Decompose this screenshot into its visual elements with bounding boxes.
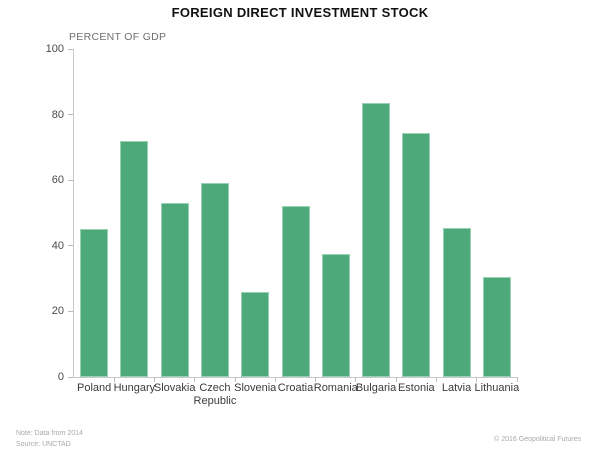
x-axis-category-label: Poland xyxy=(77,382,112,394)
x-axis-tick xyxy=(154,377,156,382)
bar-croatia xyxy=(281,206,310,377)
y-axis-tick-label: 0 xyxy=(57,371,64,383)
x-axis-tick xyxy=(435,377,437,382)
y-axis-title: PERCENT OF GDP xyxy=(69,31,167,43)
x-axis-category-label: Latvia xyxy=(441,382,472,394)
y-axis-tick xyxy=(68,376,73,378)
bar-hungary xyxy=(120,140,149,377)
note-line: Note: Data from 2014 xyxy=(16,430,83,437)
y-axis-tick xyxy=(68,114,73,116)
y-axis-tick xyxy=(68,48,73,50)
bar-bulgaria xyxy=(362,103,391,377)
y-axis-tick-label: 40 xyxy=(51,239,64,252)
y-axis-tick-label: 80 xyxy=(51,108,64,121)
x-axis-tick xyxy=(315,377,317,382)
x-axis-category-label: Slovenia xyxy=(234,382,277,394)
bar-poland xyxy=(80,229,109,377)
x-axis-tick xyxy=(274,377,276,382)
x-axis-tick xyxy=(476,377,478,382)
x-axis-category-label: Lithuania xyxy=(474,382,520,394)
x-axis-tick xyxy=(113,377,115,382)
y-axis-tick xyxy=(68,179,73,181)
y-axis-tick xyxy=(68,310,73,312)
x-axis-category-label: Czech Republic xyxy=(193,382,237,407)
bar-slovenia xyxy=(241,291,270,377)
footer-copyright: © 2016 Geopolitical Futures xyxy=(494,436,581,443)
plot-area: 0 20 40 60 80 100 Poland Hungary Slovakia Czech R… xyxy=(46,43,520,407)
bar-romania xyxy=(321,254,350,377)
bar-slovakia xyxy=(160,203,189,377)
footer-note: Note: Data from 2014 Source: UNCTAD xyxy=(16,428,83,450)
y-axis-tick-label: 100 xyxy=(45,43,64,55)
x-axis-tick xyxy=(234,377,236,382)
x-axis-tick xyxy=(194,377,196,382)
bar-estonia xyxy=(402,132,431,377)
bar-lithuania xyxy=(482,276,511,377)
x-axis-tick xyxy=(355,377,357,382)
chart-title: FOREIGN DIRECT INVESTMENT STOCK xyxy=(171,5,429,20)
x-axis-category-label: Hungary xyxy=(113,382,156,394)
x-axis-tick xyxy=(395,377,397,382)
x-axis-category-label: Slovakia xyxy=(153,382,196,394)
source-line: Source: UNCTAD xyxy=(16,441,71,448)
y-axis-tick-label: 60 xyxy=(51,174,64,187)
bar-latvia xyxy=(442,227,471,377)
x-axis-category-label: Romania xyxy=(313,382,358,394)
y-axis-tick xyxy=(68,245,73,247)
bar-czech-republic xyxy=(200,183,229,377)
x-axis-tick xyxy=(516,377,518,382)
y-axis-tick-label: 20 xyxy=(51,305,64,318)
x-axis-category-label: Croatia xyxy=(277,382,314,394)
x-axis-category-label: Estonia xyxy=(397,382,435,394)
x-axis-category-label: Bulgaria xyxy=(355,382,397,394)
